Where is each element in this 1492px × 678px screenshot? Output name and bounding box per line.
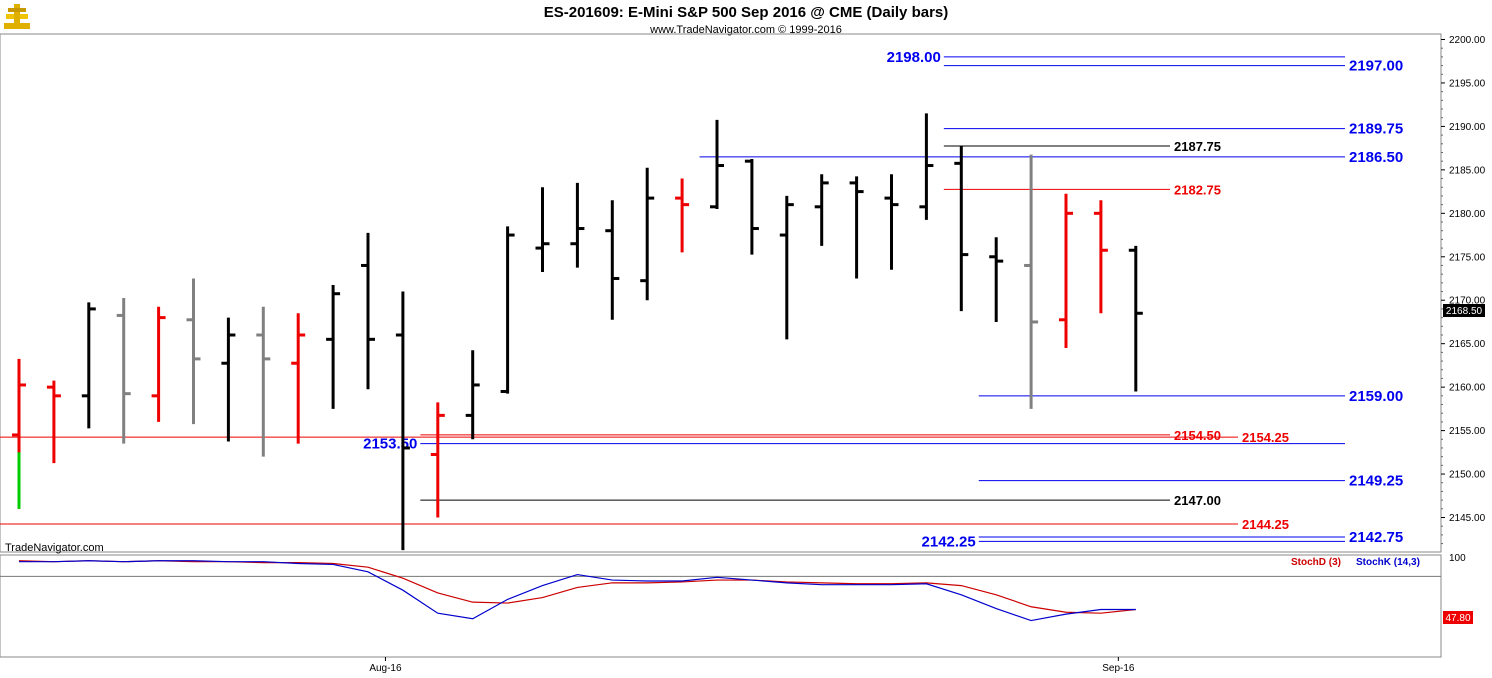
price-tick-label: 2155.00 — [1449, 426, 1486, 437]
ohlc-bar — [256, 306, 271, 457]
ohlc-bar — [1059, 193, 1073, 349]
level-label: 2182.75 — [1174, 182, 1221, 197]
ohlc-bar — [605, 200, 620, 320]
level-label: 2197.00 — [1349, 58, 1403, 75]
price-tick-label: 2145.00 — [1449, 513, 1486, 524]
ohlc-bar — [500, 226, 515, 394]
legend-stochk: StochK (14,3) — [1356, 557, 1420, 568]
level-label: 2198.00 — [887, 49, 941, 66]
level-label: 2142.75 — [1349, 529, 1403, 546]
ohlc-bar — [640, 167, 655, 301]
last-price-box — [1443, 304, 1485, 317]
ohlc-bar — [1128, 245, 1143, 392]
ohlc-bar — [779, 195, 794, 340]
ohlc-bar — [81, 302, 96, 429]
price-tick-label: 2150.00 — [1449, 470, 1486, 481]
level-label: 2159.00 — [1349, 388, 1403, 405]
ohlc-bar — [465, 350, 480, 440]
horizontal-levels: 2198.00 2197.00 2189.75 2187.75 2186.50 2182.… — [0, 49, 1403, 550]
ohlc-bar — [954, 145, 969, 312]
ohlc-bar — [535, 187, 550, 272]
ohlc-bar — [12, 358, 26, 509]
ohlc-bar — [326, 285, 341, 409]
time-axis: Aug-16 Sep-16 — [369, 657, 1135, 674]
ohlc-bar — [430, 402, 445, 518]
ohlc-bar — [361, 232, 375, 390]
ohlc-bar — [395, 291, 410, 551]
ohlc-bar — [989, 237, 1004, 322]
last-price-label: 2168.50 — [1446, 306, 1483, 317]
ohlc-bar — [884, 174, 899, 270]
level-label: 2147.00 — [1174, 493, 1221, 508]
price-tick-label: 2175.00 — [1449, 252, 1486, 263]
logo-icon — [4, 4, 30, 29]
price-tick-label: 2165.00 — [1449, 339, 1486, 350]
level-label: 2149.25 — [1349, 473, 1403, 490]
watermark-text: TradeNavigator.com — [5, 542, 104, 554]
ohlc-bar — [675, 178, 690, 253]
price-tick-label: 2200.00 — [1449, 35, 1486, 46]
ohlc-bar — [744, 159, 759, 255]
ohlc-bar — [814, 174, 829, 246]
ohlc-bar — [291, 313, 306, 444]
time-tick-label: Aug-16 — [369, 663, 402, 674]
indicator-last-box — [1443, 611, 1473, 624]
ohlc-bar — [849, 176, 864, 279]
indicator-series-line — [19, 560, 1136, 622]
ohlc-bar — [221, 317, 236, 442]
ohlc-bar — [1093, 200, 1108, 314]
ohlc-bar — [1024, 154, 1039, 409]
indicator-last-label: 47.80 — [1445, 613, 1470, 624]
chart-title: ES-201609: E-Mini S&P 500 Sep 2016 @ CME… — [544, 4, 949, 21]
level-label: 2189.75 — [1349, 121, 1403, 138]
indicator-series-line — [18, 560, 1136, 614]
ohlc-bar — [186, 278, 201, 425]
time-tick-label: Sep-16 — [1102, 663, 1135, 674]
ohlc-bar — [46, 380, 61, 464]
price-tick-label: 2180.00 — [1449, 209, 1486, 220]
stochastic-indicator: 100 StochD (3) StochK (14,3) 47.80 — [0, 553, 1473, 624]
ohlc-bars — [12, 113, 1143, 551]
ohlc-bar — [710, 119, 724, 209]
level-label: 2154.25 — [1242, 430, 1289, 445]
level-label: 2153.50 — [363, 436, 417, 453]
level-label: 2154.50 — [1174, 428, 1221, 443]
ohlc-bar — [570, 182, 585, 268]
ohlc-bar — [116, 298, 131, 444]
indicator-tick-label: 100 — [1449, 553, 1466, 564]
level-label: 2187.75 — [1174, 139, 1221, 154]
ohlc-bar — [151, 306, 166, 422]
level-label: 2186.50 — [1349, 149, 1403, 166]
price-tick-label: 2195.00 — [1449, 78, 1486, 89]
price-tick-label: 2160.00 — [1449, 383, 1486, 394]
price-axis: 2145.00 2150.00 2155.00 2160.00 2165.00 2170.… — [1440, 34, 1486, 552]
price-tick-label: 2170.00 — [1449, 296, 1486, 307]
level-label: 2144.25 — [1242, 517, 1289, 532]
legend-stochd: StochD (3) — [1291, 557, 1341, 568]
price-tick-label: 2190.00 — [1449, 122, 1486, 133]
ohlc-bar — [919, 113, 934, 220]
price-tick-label: 2185.00 — [1449, 165, 1486, 176]
level-label: 2142.25 — [922, 533, 976, 550]
chart-subtitle: www.TradeNavigator.com © 1999-2016 — [649, 24, 842, 36]
